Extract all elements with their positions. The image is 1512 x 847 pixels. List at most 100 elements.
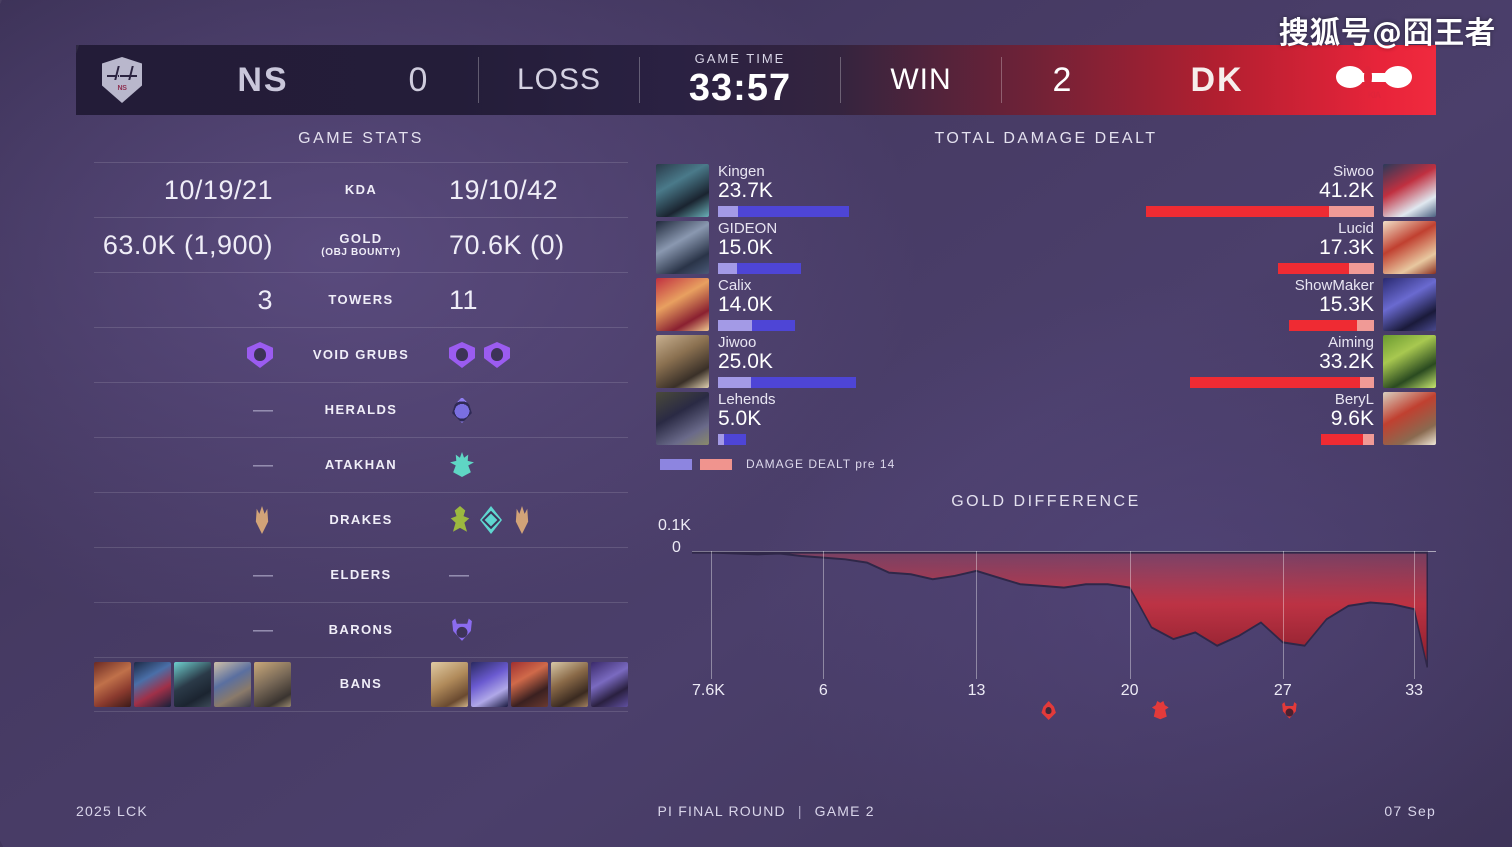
champion-portrait — [1383, 392, 1436, 445]
stat-value-left: — — [94, 619, 297, 642]
stat-value-right — [425, 617, 628, 643]
stat-value-right: — — [425, 564, 628, 587]
damage-bar-post14 — [1289, 320, 1358, 332]
gridline — [1414, 551, 1416, 679]
damage-value: 25.0K — [718, 350, 773, 374]
stat-label: HERALDS — [324, 401, 398, 417]
stat-label: ELDERS — [330, 566, 392, 582]
champion-portrait — [656, 221, 709, 274]
player-name: Jiwoo — [718, 333, 757, 351]
gridline — [710, 551, 712, 679]
stat-label: VOID GRUBS — [312, 346, 410, 362]
x-tick-label: 20 — [1120, 682, 1139, 699]
ban-portrait[interactable] — [511, 662, 548, 707]
damage-bar-post14 — [751, 377, 857, 389]
stat-text-left: — — [253, 563, 273, 586]
champion-portrait — [656, 335, 709, 388]
stat-value-right: 11 — [425, 285, 628, 316]
drake-tan-icon — [515, 506, 529, 534]
stat-row: — ELDERS — — [94, 547, 628, 602]
damage-value: 17.3K — [1319, 236, 1374, 260]
objective-icons-right — [449, 617, 475, 643]
stat-value-left: — — [94, 564, 297, 587]
stat-value-left: — — [94, 399, 297, 422]
stat-row: — ATAKHAN — [94, 437, 628, 492]
game-stats-rows: 10/19/21 KDA 19/10/42 63.0K (1,900) GOLD (OBJ… — [94, 162, 628, 712]
atakhan-icon — [450, 452, 474, 477]
stat-label: KDA — [344, 181, 378, 197]
stat-value-right — [425, 397, 628, 423]
drake-hextech-icon — [480, 506, 502, 534]
damage-value: 33.2K — [1319, 350, 1374, 374]
champion-portrait — [1383, 164, 1436, 217]
y-axis-bottom-label: 7.6K — [692, 682, 725, 699]
damage-row: ShowMaker 15.3K — [1046, 276, 1436, 333]
damage-row: GIDEON 15.0K — [656, 219, 1046, 276]
team-score-right: 2 — [1052, 60, 1072, 99]
ban-portrait[interactable] — [471, 662, 508, 707]
ban-portrait[interactable] — [431, 662, 468, 707]
damage-bar-pre14 — [1357, 320, 1374, 332]
objective-icons-right — [449, 342, 510, 368]
damage-bar-post14 — [1190, 377, 1360, 389]
stat-text-right: 70.6K (0) — [449, 229, 565, 260]
ban-portrait[interactable] — [174, 662, 211, 707]
player-name: GIDEON — [718, 219, 778, 237]
damage-bar-post14 — [1278, 263, 1350, 275]
game-stats-title: GAME STATS — [298, 130, 424, 147]
baron-nashor-marker-icon — [1282, 702, 1297, 719]
watermark: 搜狐号@囧王者 — [1279, 16, 1496, 51]
ban-portrait[interactable] — [94, 662, 131, 707]
footer-round: PI FINAL ROUND — [657, 803, 786, 819]
ban-portrait[interactable] — [254, 662, 291, 707]
stat-row: — HERALDS — [94, 382, 628, 437]
kia-logo-icon: KIA — [1334, 62, 1414, 100]
stat-label: BANS — [339, 676, 383, 692]
x-tick-label: 33 — [1405, 682, 1424, 699]
header-divider — [1001, 57, 1002, 103]
header-divider — [639, 57, 640, 103]
damage-row: Jiwoo 25.0K — [656, 333, 1046, 390]
damage-bar — [718, 434, 1037, 446]
rift-herald-marker-icon — [1041, 701, 1056, 720]
player-name: Siwoo — [1333, 162, 1374, 180]
game-time: GAME TIME 33:57 — [640, 51, 840, 110]
objective-icons-right — [449, 397, 475, 423]
damage-legend: DAMAGE DEALT pre 14 — [656, 457, 1436, 471]
stat-label: BARONS — [328, 621, 394, 637]
player-name: Lucid — [1338, 219, 1374, 237]
stat-value-right — [425, 342, 628, 368]
player-name: Kingen — [718, 162, 765, 180]
damage-bar — [1055, 320, 1374, 332]
damage-bar-pre14 — [718, 320, 753, 332]
damage-row: Lucid 17.3K — [1046, 219, 1436, 276]
stat-label: TOWERS — [328, 291, 394, 307]
void-grub-icon — [484, 342, 510, 368]
stat-text-left: 63.0K (1,900) — [102, 229, 273, 260]
damage-bar-post14 — [737, 206, 850, 218]
damage-body: BeryL 9.6K — [1046, 391, 1383, 446]
footer-date: 07 Sep — [1384, 803, 1436, 819]
objective-icons-left — [247, 342, 273, 368]
ban-portrait[interactable] — [591, 662, 628, 707]
stat-label: ATAKHAN — [324, 456, 398, 472]
stat-text-left: — — [253, 453, 273, 476]
stat-value-right: 70.6K (0) — [425, 230, 628, 261]
damage-value: 15.0K — [718, 236, 773, 260]
stat-row: BANS — [94, 657, 628, 712]
zero-line — [692, 551, 1436, 552]
ban-portrait[interactable] — [134, 662, 171, 707]
damage-body: Kingen 23.7K — [709, 162, 1046, 218]
ban-list-left — [94, 662, 291, 707]
bans-left — [94, 662, 315, 707]
gridline — [1129, 551, 1131, 679]
damage-bar — [718, 377, 1037, 389]
gridline — [1282, 551, 1284, 679]
ban-portrait[interactable] — [551, 662, 588, 707]
bans-right — [407, 662, 628, 707]
ban-portrait[interactable] — [214, 662, 251, 707]
stat-text-left: — — [253, 618, 273, 641]
kia-logo-text: KIA — [1367, 90, 1381, 100]
x-tick-label: 13 — [967, 682, 986, 699]
